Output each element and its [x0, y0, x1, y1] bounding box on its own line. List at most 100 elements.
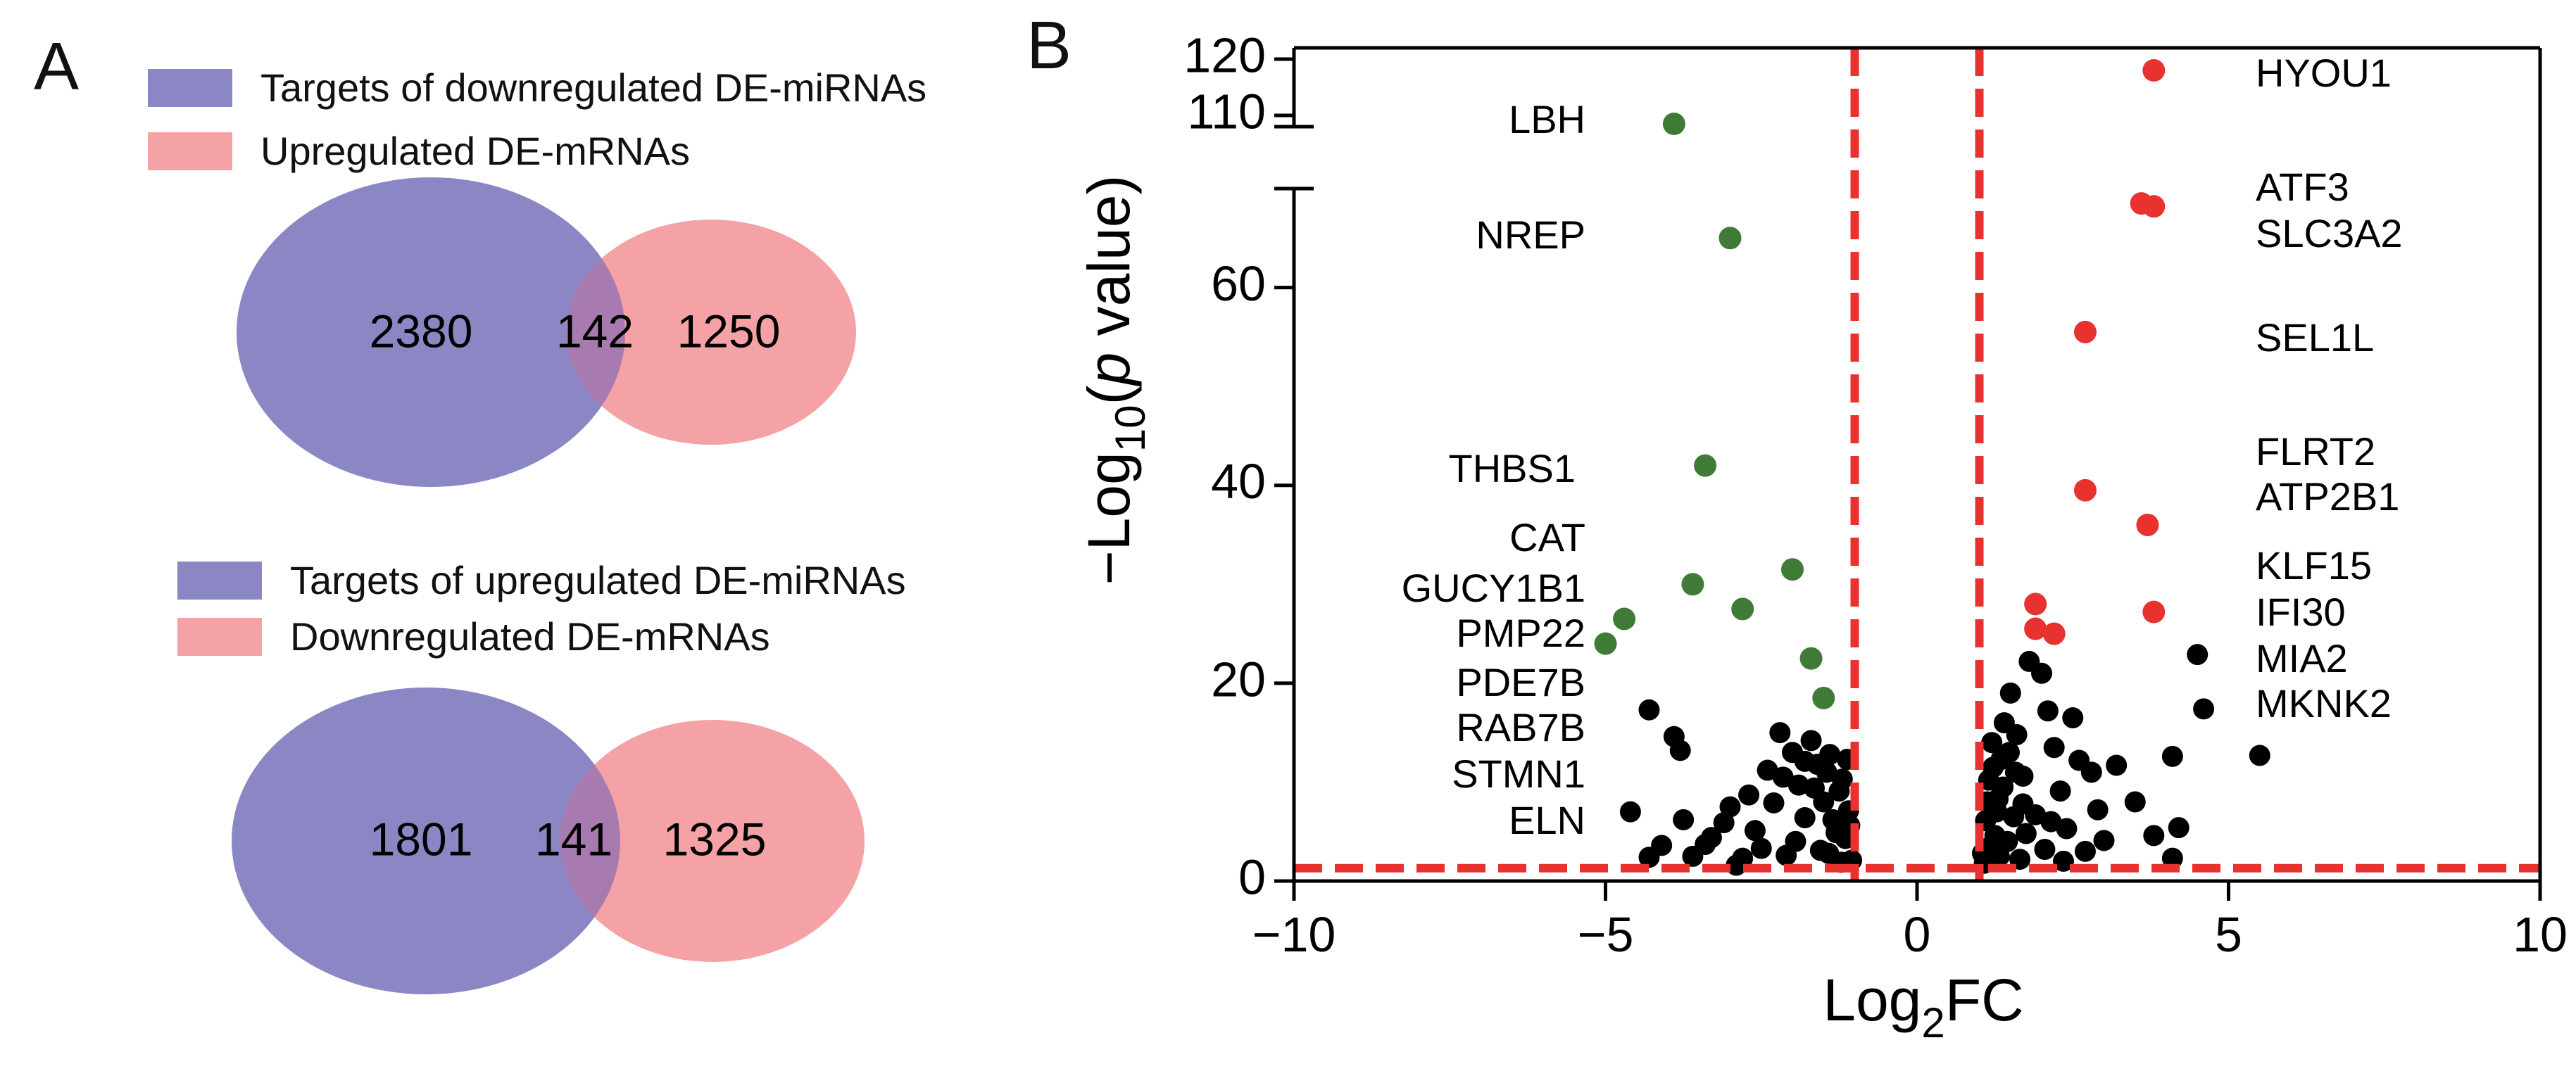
- down-point-10: [1812, 686, 1835, 709]
- up-point-8: [2142, 600, 2166, 623]
- volcano-up-points: [2024, 59, 2166, 645]
- gene-label-down-10: ELN: [1509, 798, 1585, 842]
- venn2-legend-swatch-2: [177, 617, 262, 656]
- other-point-61: [2043, 737, 2065, 759]
- other-point-76: [2249, 745, 2270, 766]
- x-tick-label-5: 10: [2513, 907, 2568, 962]
- venn-diagram-1: 2380 142 1250: [237, 177, 856, 487]
- down-point-2: [1719, 227, 1742, 250]
- other-point-40: [1818, 842, 1840, 864]
- gene-label-up-10: MKNK2: [2256, 681, 2392, 726]
- venn1-legend-label-1: Targets of downregulated DE-miRNAs: [260, 65, 927, 110]
- down-point-3: [1694, 454, 1717, 477]
- x-axis-title: Log2FC: [1823, 967, 2024, 1046]
- gene-label-down-9: STMN1: [1452, 752, 1585, 796]
- venn1-legend-item-1: Targets of downregulated DE-miRNAs: [148, 65, 926, 110]
- other-point-55: [2006, 723, 2028, 745]
- x-axis-title-main: Log: [1823, 967, 1921, 1033]
- y-axis-title: −Log10(p value): [1076, 175, 1154, 585]
- other-point-43: [1673, 809, 1695, 830]
- gene-label-up-6: ATP2B1: [2256, 474, 2399, 519]
- y-tick-label-5: 110: [1187, 84, 1266, 139]
- up-point-3: [2142, 195, 2166, 218]
- gene-label-down-8: RAB7B: [1456, 705, 1585, 749]
- down-point-7: [1613, 607, 1636, 631]
- other-point-67: [2093, 830, 2115, 851]
- other-point-45: [1772, 766, 1794, 788]
- x-tick-label-2: −5: [1578, 907, 1634, 962]
- up-point-4: [2073, 320, 2097, 343]
- up-point-10: [2042, 622, 2066, 645]
- y-axis-title-main: −Log: [1076, 452, 1142, 585]
- x-axis-title-subscript: 2: [1921, 999, 1944, 1046]
- other-point-89: [2052, 850, 2074, 872]
- up-point-6: [2136, 513, 2159, 536]
- other-point-87: [2034, 839, 2056, 861]
- y-tick-label-1: 0: [1238, 849, 1266, 904]
- other-point-93: [1998, 742, 2020, 764]
- other-point-69: [2124, 791, 2146, 813]
- volcano-thresholds: [1294, 48, 2540, 881]
- other-point-10: [1738, 784, 1760, 806]
- other-point-95: [2012, 793, 2034, 815]
- other-point-27: [1828, 780, 1850, 802]
- gene-label-up-1: HYOU1: [2256, 51, 2392, 95]
- other-point-94: [2004, 761, 2026, 783]
- venn2-legend-swatch-1: [177, 561, 262, 600]
- other-point-4: [1619, 801, 1641, 823]
- other-point-73: [2161, 847, 2183, 869]
- venn2-intersection-count: 141: [535, 813, 612, 865]
- gene-label-up-9: MIA2: [2256, 636, 2348, 680]
- other-point-36: [1816, 761, 1837, 783]
- other-point-68: [2106, 754, 2128, 776]
- other-point-20: [1819, 744, 1841, 766]
- gene-label-down-5: GUCY1B1: [1402, 566, 1585, 610]
- venn1-legend-item-2: Upregulated DE-mRNAs: [148, 128, 690, 174]
- gene-label-up-4: SEL1L: [2256, 315, 2374, 360]
- venn1-right-circle: [566, 220, 856, 445]
- other-point-83: [1997, 830, 2018, 852]
- other-point-66: [2080, 761, 2102, 783]
- other-point-42: [1732, 847, 1754, 869]
- other-point-59: [2031, 662, 2052, 684]
- other-point-92: [1992, 776, 2014, 798]
- other-point-80: [1982, 756, 2004, 778]
- other-point-86: [2015, 823, 2037, 844]
- y-axis-title-tail: value): [1076, 175, 1142, 353]
- venn1-left-circle: [237, 177, 625, 487]
- volcano-down-points: [1594, 113, 1835, 709]
- other-point-31: [1719, 796, 1741, 818]
- venn1-intersection-count: 142: [556, 305, 634, 357]
- other-point-44: [1638, 847, 1660, 868]
- up-point-9: [2024, 617, 2047, 640]
- gene-label-down-4: CAT: [1509, 515, 1585, 559]
- venn2-legend-label-2: Downregulated DE-mRNAs: [290, 614, 770, 659]
- y-tick-label-4: 60: [1211, 256, 1266, 311]
- other-point-71: [2161, 745, 2183, 767]
- panel-a-label: A: [34, 29, 80, 104]
- other-point-62: [2049, 780, 2071, 802]
- other-point-32: [1744, 820, 1766, 842]
- gene-label-down-3: THBS1: [1449, 446, 1576, 490]
- y-tick-label-6: 120: [1183, 27, 1266, 82]
- other-point-41: [1785, 830, 1807, 852]
- y-tick-label-3: 40: [1211, 454, 1266, 509]
- other-point-30: [1695, 833, 1716, 855]
- down-point-9: [1799, 647, 1823, 670]
- venn2-right-circle: [560, 720, 865, 962]
- x-axis-title-tail: FC: [1945, 967, 2024, 1033]
- other-point-72: [2168, 817, 2189, 839]
- other-point-91: [2087, 799, 2109, 821]
- y-axis-title-subscript: 10: [1107, 405, 1154, 452]
- other-point-70: [2143, 825, 2165, 847]
- y-tick-label-2: 20: [1211, 652, 1266, 707]
- other-point-88: [2040, 811, 2062, 832]
- x-tick-label-3: 0: [1904, 907, 1931, 962]
- up-point-1: [2142, 59, 2166, 82]
- other-point-49: [1981, 732, 2003, 754]
- gene-label-up-7: KLF15: [2256, 543, 2372, 588]
- down-point-6: [1731, 597, 1754, 621]
